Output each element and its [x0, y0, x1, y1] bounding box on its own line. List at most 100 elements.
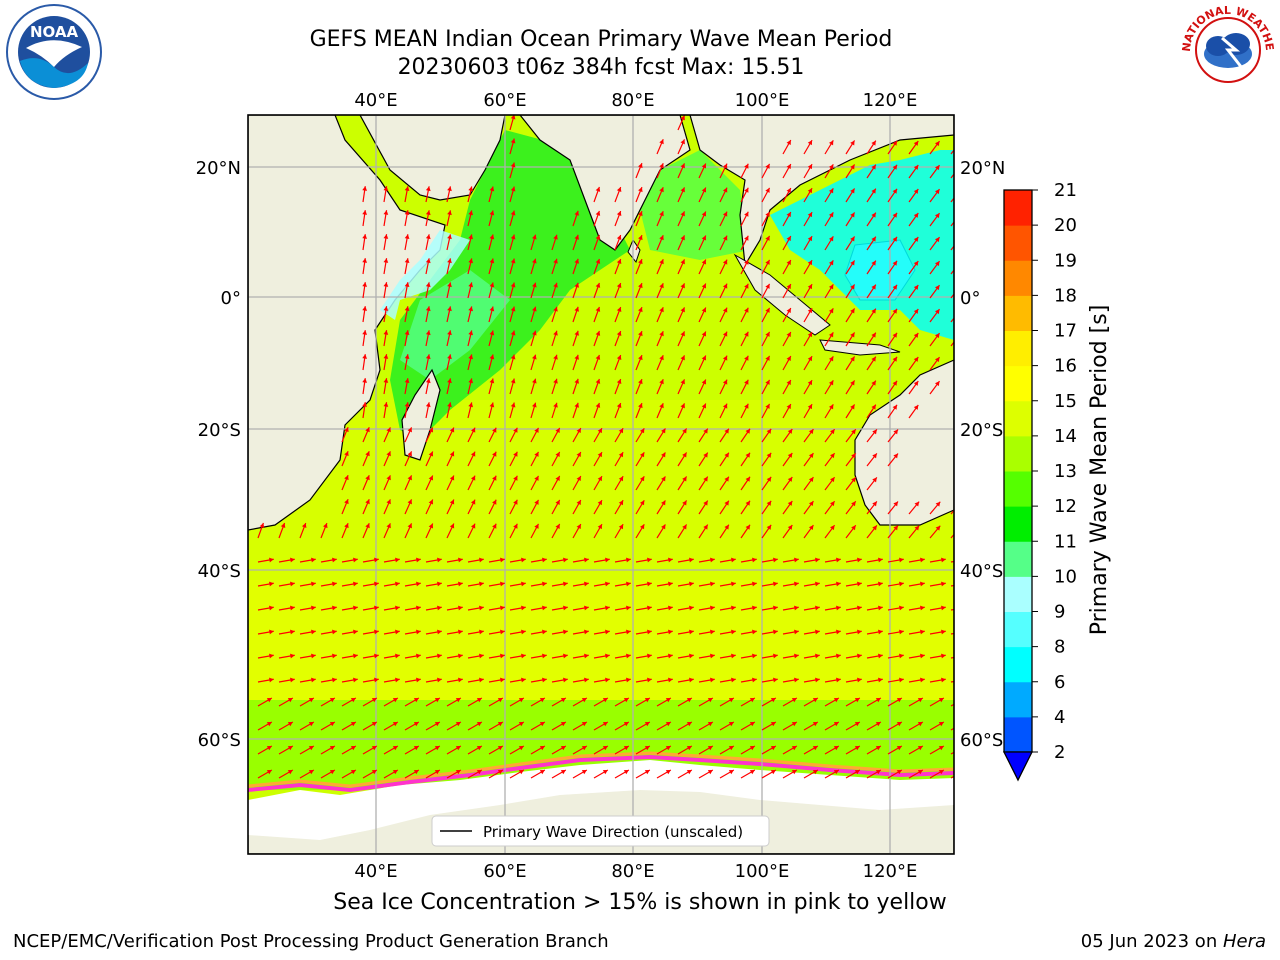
wave-arrow [803, 355, 813, 371]
wave-arrow [362, 427, 370, 443]
wave-arrow [593, 653, 610, 659]
wave-arrow [719, 581, 736, 587]
wave-arrow [278, 653, 295, 659]
lat-tick-left: 20°S [198, 420, 241, 441]
wave-arrow [740, 428, 751, 443]
wave-arrow [761, 452, 772, 467]
wave-arrow [761, 331, 771, 347]
wave-arrow [509, 162, 516, 179]
wave-arrow [278, 769, 294, 779]
wave-arrow [761, 557, 778, 563]
wave-arrow [698, 629, 715, 635]
wave-arrow [761, 163, 771, 179]
wave-arrow [488, 523, 497, 539]
wave-arrow [740, 211, 749, 227]
wave-arrow [278, 629, 295, 635]
wave-arrow [614, 581, 631, 587]
wave-arrow [341, 629, 358, 635]
wave-arrow [908, 236, 919, 251]
lat-tick-right: 40°S [960, 561, 1003, 582]
wave-arrow [446, 306, 452, 323]
wave-arrow [719, 524, 730, 539]
wave-arrow [572, 306, 579, 323]
wave-arrow [677, 524, 688, 539]
wave-arrow [341, 450, 349, 467]
wave-arrow [866, 501, 878, 515]
wave-arrow [446, 745, 462, 755]
wave-arrow [257, 677, 274, 683]
wave-arrow [866, 284, 877, 299]
wave-arrow [635, 499, 645, 515]
wave-arrow [425, 721, 441, 731]
wave-arrow [929, 308, 940, 323]
wave-arrow [404, 330, 410, 347]
wave-arrow [761, 259, 771, 275]
wave-arrow [488, 557, 505, 563]
wave-arrow [845, 260, 856, 275]
wave-arrow [614, 677, 631, 683]
wave-arrow [698, 452, 709, 467]
wave-arrow [887, 721, 903, 731]
wave-arrow [698, 235, 707, 251]
wave-arrow [593, 629, 610, 635]
wave-arrow [257, 721, 273, 731]
wave-arrow [593, 258, 601, 275]
wave-arrow [845, 605, 862, 611]
wave-arrow [803, 379, 813, 395]
wave-arrow [677, 697, 693, 707]
wave-arrow [866, 697, 882, 707]
wave-arrow [950, 197, 954, 203]
wave-arrow [908, 653, 925, 659]
wave-arrow [866, 260, 877, 275]
wave-arrow [257, 769, 273, 779]
noaa-logo-text: NOAA [30, 23, 79, 41]
wave-arrow [908, 140, 919, 155]
wave-arrow [698, 379, 707, 395]
wave-arrow [446, 475, 455, 491]
map-area [248, 115, 954, 854]
wave-arrow [509, 745, 525, 755]
wave-arrow [845, 629, 862, 635]
wave-arrow [614, 769, 630, 779]
wave-arrow [740, 629, 757, 635]
wave-arrow [614, 499, 624, 515]
wave-arrow [572, 451, 582, 467]
wave-arrow [740, 745, 756, 755]
wave-arrow [572, 378, 579, 395]
wave-arrow [803, 403, 813, 419]
wave-arrow [845, 769, 861, 779]
wave-arrow [782, 211, 792, 227]
wave-arrow [530, 697, 546, 707]
wave-arrow [656, 769, 672, 779]
wave-arrow [845, 524, 857, 539]
wave-arrow [383, 427, 391, 443]
wave-arrow [551, 629, 568, 635]
wave-arrow [929, 677, 946, 683]
chart-subtitle-forecast: 20230603 t06z 384h fcst Max: 15.51 [397, 55, 805, 80]
wave-arrow [656, 259, 664, 275]
wave-arrow [740, 653, 757, 659]
wave-arrow [866, 605, 883, 611]
wave-arrow [530, 745, 546, 755]
wave-arrow [740, 379, 749, 395]
wave-arrow [404, 378, 410, 395]
wave-arrow [887, 284, 898, 299]
wave-arrow [383, 354, 389, 371]
wave-arrow [677, 476, 688, 491]
wave-arrow [509, 605, 526, 611]
wave-arrow [824, 260, 834, 275]
wave-arrow [635, 427, 645, 443]
wave-arrow [551, 653, 568, 659]
wave-arrow [551, 378, 558, 395]
wave-arrow [467, 677, 484, 683]
wave-arrow [614, 330, 622, 347]
wave-arrow [635, 402, 643, 419]
wave-arrow [488, 605, 505, 611]
lon-tick-top: 120°E [863, 90, 918, 111]
wave-arrow [467, 523, 476, 539]
wave-arrow [362, 769, 378, 779]
colorbar-segment [1004, 190, 1032, 226]
wave-arrow [677, 745, 693, 755]
wave-arrow [656, 677, 673, 683]
wave-arrow [740, 331, 749, 347]
